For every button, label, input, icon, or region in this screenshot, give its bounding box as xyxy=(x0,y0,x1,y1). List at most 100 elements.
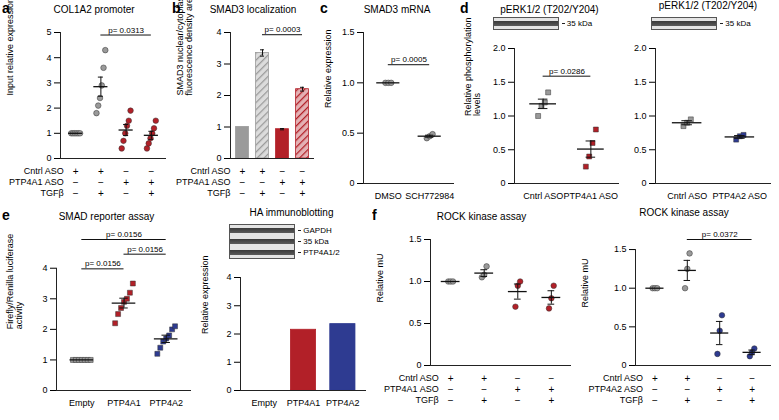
svg-text:TGFβ: TGFβ xyxy=(415,395,438,405)
svg-text:TGFβ: TGFβ xyxy=(40,188,63,198)
svg-text:−: − xyxy=(123,188,129,199)
svg-text:3: 3 xyxy=(46,78,51,88)
svg-text:Relative phosphorylationlevels: Relative phosphorylationlevels xyxy=(463,17,482,116)
svg-text:−: − xyxy=(652,395,658,406)
svg-text:Empty: Empty xyxy=(69,398,95,408)
svg-text:−: − xyxy=(749,373,755,384)
svg-text:−: − xyxy=(684,384,690,395)
svg-text:p= 0.0003: p= 0.0003 xyxy=(265,25,301,34)
svg-text:1.0: 1.0 xyxy=(409,276,422,286)
svg-text:PTP4A1: PTP4A1 xyxy=(287,398,321,408)
svg-text:+: + xyxy=(481,395,487,406)
svg-text:+: + xyxy=(548,395,554,406)
svg-text:0.5: 0.5 xyxy=(409,318,422,328)
svg-text:2: 2 xyxy=(226,329,231,339)
svg-text:p= 0.0156: p= 0.0156 xyxy=(85,259,121,268)
svg-text:−: − xyxy=(280,188,286,199)
svg-text:p= 0.0372: p= 0.0372 xyxy=(702,230,738,239)
svg-text:0: 0 xyxy=(621,360,626,370)
svg-text:4: 4 xyxy=(226,272,231,282)
svg-text:Cntrl ASO: Cntrl ASO xyxy=(399,373,439,383)
svg-text:0: 0 xyxy=(416,360,421,370)
svg-text:+: + xyxy=(300,177,306,188)
svg-text:1.5: 1.5 xyxy=(614,244,627,254)
svg-text:−: − xyxy=(98,177,104,188)
svg-text:1.0: 1.0 xyxy=(342,78,355,88)
svg-text:3: 3 xyxy=(216,59,221,69)
svg-text:PTP4A1: PTP4A1 xyxy=(107,398,141,408)
svg-text:+: + xyxy=(481,373,487,384)
svg-text:0.5: 0.5 xyxy=(493,145,506,155)
svg-text:1.0: 1.0 xyxy=(493,111,506,121)
svg-text:0: 0 xyxy=(641,178,646,188)
svg-text:1: 1 xyxy=(226,357,231,367)
svg-text:+: + xyxy=(515,384,521,395)
svg-text:+: + xyxy=(300,188,306,199)
svg-text:Cntrl ASO: Cntrl ASO xyxy=(603,373,643,383)
svg-text:p= 0.0313: p= 0.0313 xyxy=(108,26,144,35)
svg-text:+: + xyxy=(548,384,554,395)
svg-text:4: 4 xyxy=(42,263,47,273)
svg-text:Input relative expression: Input relative expression xyxy=(5,0,15,96)
svg-text:−: − xyxy=(448,395,454,406)
svg-text:PTP4A1 ASO: PTP4A1 ASO xyxy=(176,177,231,187)
svg-text:Relative expression: Relative expression xyxy=(200,255,210,334)
svg-text:Cntrl ASO: Cntrl ASO xyxy=(24,166,64,176)
svg-text:1.0: 1.0 xyxy=(634,111,647,121)
svg-text:−: − xyxy=(260,177,266,188)
svg-text:2: 2 xyxy=(42,324,47,334)
svg-text:3: 3 xyxy=(42,294,47,304)
svg-text:4: 4 xyxy=(216,27,221,37)
svg-text:0: 0 xyxy=(226,385,231,395)
svg-text:−: − xyxy=(717,373,723,384)
svg-text:1: 1 xyxy=(42,355,47,365)
svg-text:+: + xyxy=(148,188,154,199)
svg-text:+: + xyxy=(749,384,755,395)
svg-text:+: + xyxy=(717,384,723,395)
svg-text:2: 2 xyxy=(216,90,221,100)
svg-text:+: + xyxy=(749,395,755,406)
svg-text:+: + xyxy=(684,395,690,406)
svg-text:0: 0 xyxy=(42,385,47,395)
svg-text:Cntrl ASO: Cntrl ASO xyxy=(523,191,563,201)
svg-text:p= 0.0286: p= 0.0286 xyxy=(549,67,585,76)
svg-text:1.5: 1.5 xyxy=(634,77,647,87)
svg-text:+: + xyxy=(280,177,286,188)
svg-text:1.5: 1.5 xyxy=(493,77,506,87)
svg-text:PTP4A2: PTP4A2 xyxy=(326,398,360,408)
svg-text:0: 0 xyxy=(46,153,51,163)
svg-text:−: − xyxy=(280,166,286,177)
svg-text:p= 0.0005: p= 0.0005 xyxy=(391,55,427,64)
svg-text:PTP4A2: PTP4A2 xyxy=(149,398,183,408)
svg-text:+: + xyxy=(98,188,104,199)
svg-text:−: − xyxy=(717,395,723,406)
svg-text:−: − xyxy=(481,384,487,395)
svg-text:+: + xyxy=(260,166,266,177)
svg-text:−: − xyxy=(652,384,658,395)
svg-text:−: − xyxy=(73,177,79,188)
svg-text:0.5: 0.5 xyxy=(634,145,647,155)
svg-text:0: 0 xyxy=(349,178,354,188)
svg-text:−: − xyxy=(300,166,306,177)
svg-text:−: − xyxy=(148,166,154,177)
svg-text:2: 2 xyxy=(46,103,51,113)
svg-text:DMSO: DMSO xyxy=(375,191,402,201)
svg-text:TGFβ: TGFβ xyxy=(620,395,643,405)
svg-text:PTP4A2 ASO: PTP4A2 ASO xyxy=(588,384,643,394)
svg-text:+: + xyxy=(98,166,104,177)
svg-text:1: 1 xyxy=(216,122,221,132)
svg-text:−: − xyxy=(515,373,521,384)
svg-text:+: + xyxy=(260,188,266,199)
svg-text:−: − xyxy=(515,395,521,406)
svg-text:0.5: 0.5 xyxy=(614,322,627,332)
svg-text:PTP4A1 ASO: PTP4A1 ASO xyxy=(384,384,439,394)
svg-text:+: + xyxy=(448,373,454,384)
svg-text:+: + xyxy=(123,177,129,188)
svg-text:Relative mU: Relative mU xyxy=(375,253,385,302)
svg-text:1.5: 1.5 xyxy=(342,27,355,37)
svg-text:Cntrl ASO: Cntrl ASO xyxy=(667,191,707,201)
svg-text:4: 4 xyxy=(46,53,51,63)
svg-text:Firefly/Renilla luciferaseacti: Firefly/Renilla luciferaseactivity xyxy=(5,234,24,330)
svg-text:p= 0.0156: p= 0.0156 xyxy=(127,245,163,254)
svg-text:+: + xyxy=(148,177,154,188)
